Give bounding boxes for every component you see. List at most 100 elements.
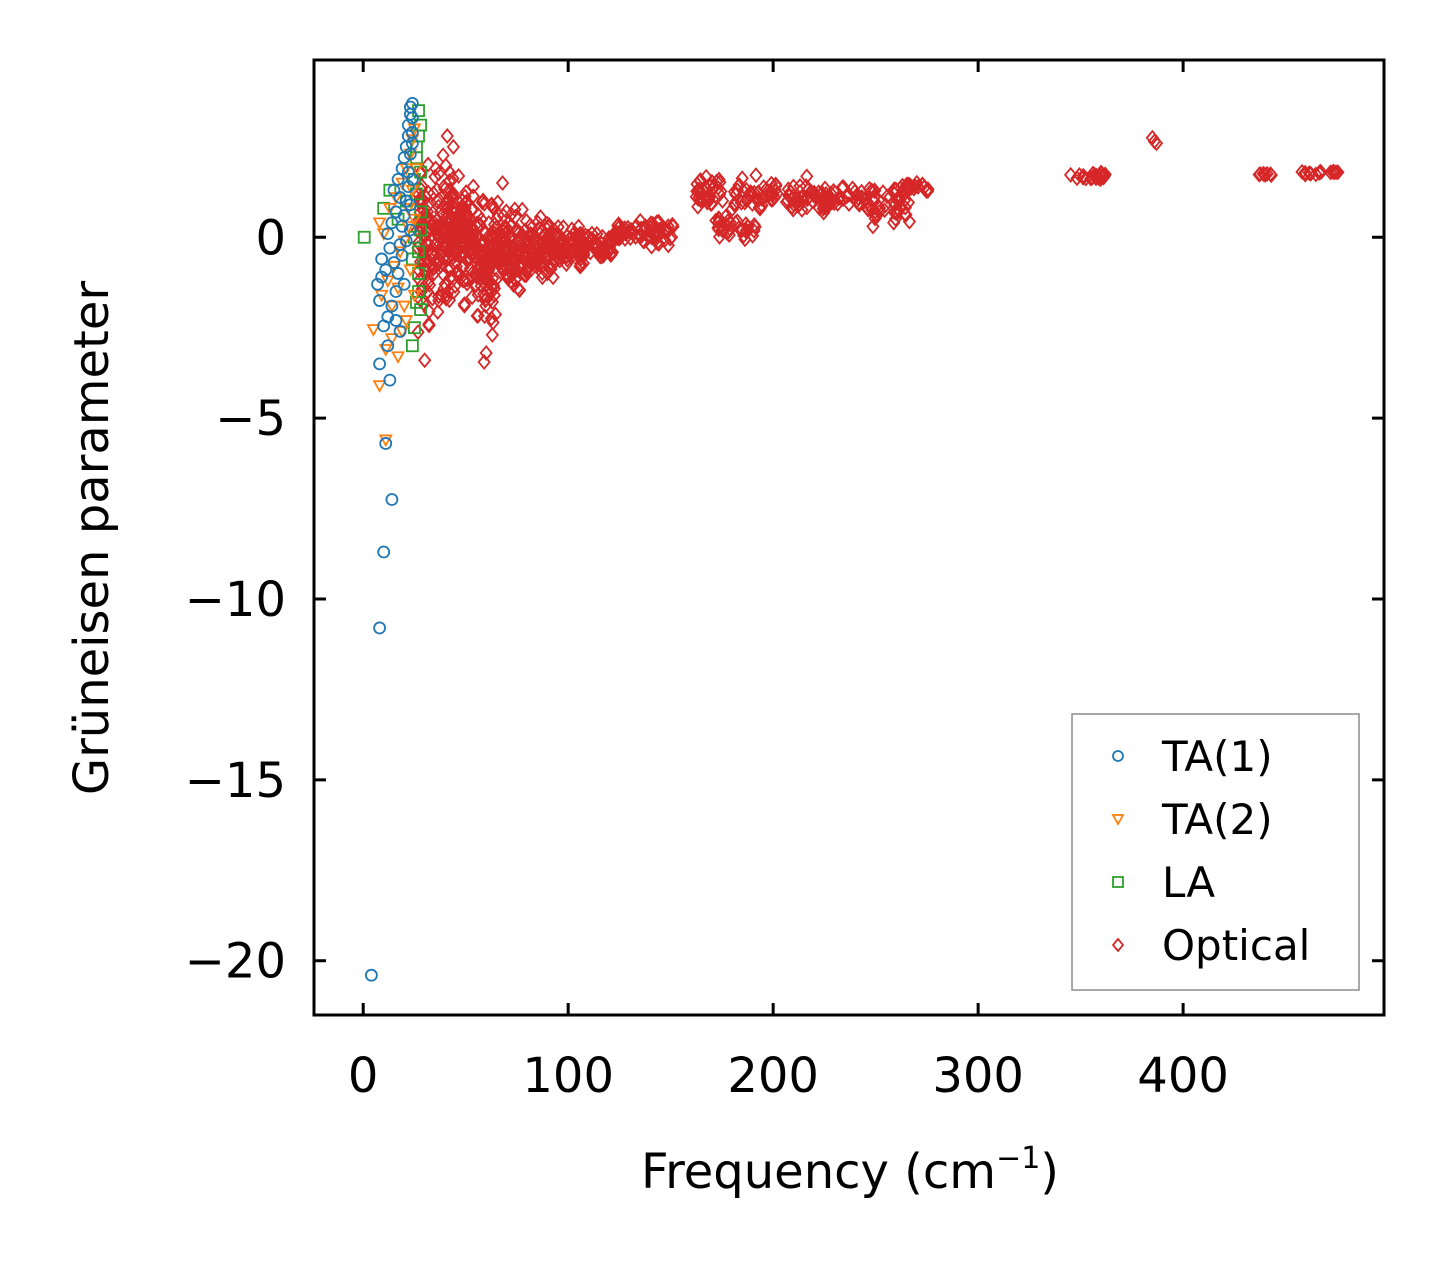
data-point [438,276,452,293]
data-point [399,194,413,208]
data-point [466,188,480,205]
legend-label: TA(1) [1161,732,1273,781]
data-point [589,236,603,253]
data-point [414,303,427,317]
data-point [451,167,466,184]
data-point [381,310,395,324]
data-point [383,183,397,197]
data-point [1302,165,1316,182]
data-point [471,206,485,223]
y-axis-label: Grüneisen parameter [64,281,120,796]
data-point [712,228,727,245]
data-point [375,252,389,266]
data-point [419,235,434,252]
data-point [795,201,809,218]
data-point [405,184,420,198]
data-point [743,184,757,202]
data-point [738,194,752,211]
data-point [895,177,910,194]
data-point [842,196,856,213]
data-point [487,280,501,297]
data-point [880,188,894,205]
data-point [412,267,425,280]
data-point [612,228,626,245]
data-point [403,198,417,212]
data-point [652,213,666,230]
data-point [786,178,801,195]
data-point [730,182,745,199]
data-point [888,210,903,227]
series-ta-1- [364,97,419,982]
data-point [431,226,446,243]
data-point [405,136,419,150]
data-point [389,285,403,298]
data-point [638,218,652,235]
data-point [1063,166,1078,183]
data-point [372,380,387,393]
data-point [473,236,488,253]
data-point [796,192,810,209]
data-point [540,265,555,282]
data-point [500,268,514,285]
data-point [551,218,565,235]
data-point [395,248,409,262]
data-point [479,345,493,362]
data-point [440,127,454,144]
data-point [474,254,489,271]
data-point [381,227,395,241]
data-point [411,324,425,341]
data-point [488,306,503,323]
data-point [495,174,510,191]
data-point [408,321,421,335]
data-point [465,202,479,219]
data-point [364,968,378,982]
legend-marker-triangle-down-icon [1111,814,1125,826]
data-point [378,434,393,448]
legend-marker-square-icon [1112,876,1124,888]
data-point [495,253,509,270]
data-point [405,97,419,110]
data-point [485,270,500,287]
data-point [432,165,446,182]
data-point [381,339,395,353]
data-point [805,193,820,210]
x-tick-label: 400 [1137,1048,1229,1104]
data-point [385,493,399,506]
data-point [457,296,472,313]
data-point [550,225,564,242]
data-point [420,198,435,215]
data-point [826,182,841,199]
data-point [739,222,754,239]
data-point [429,160,443,177]
data-point [373,294,386,307]
y-tick-label: −20 [185,934,286,990]
data-point [387,183,401,197]
data-point [854,183,869,200]
data-point [477,354,491,371]
data-point [455,192,470,209]
data-point [709,173,724,190]
data-point [691,198,705,215]
data-point [560,251,574,268]
data-point [915,176,930,193]
data-point [421,156,435,173]
data-point [612,230,627,247]
data-point [800,168,814,185]
data-point [391,267,405,280]
data-point [405,134,420,147]
data-point [709,212,723,229]
x-axis-label: Frequency (cm−1) [641,1141,1059,1200]
data-point [623,230,638,247]
data-point [465,289,479,306]
data-point [532,221,547,238]
data-point [535,269,550,286]
axis-ticks [314,60,1384,1015]
data-point [755,197,769,214]
data-point [468,237,482,254]
data-point [1309,166,1323,183]
data-point [476,192,490,209]
data-point [530,235,545,252]
data-point [851,190,865,207]
data-point [389,205,403,219]
data-point [458,272,472,289]
